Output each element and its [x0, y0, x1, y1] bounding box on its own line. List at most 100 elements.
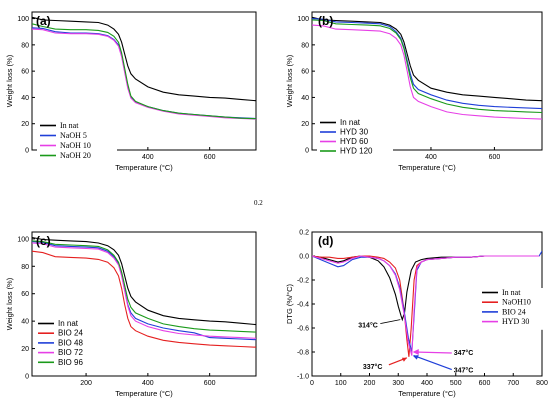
x-tick-label: 700 [507, 380, 519, 387]
legend-label: NaOH 20 [60, 151, 91, 160]
legend-label: In nat [340, 118, 361, 127]
y-axis-title: Weight loss (%) [5, 277, 14, 330]
x-tick-label: 100 [335, 380, 347, 387]
x-tick-label: 600 [489, 154, 501, 161]
annotations: 314°C 337°C 347°C 347°C [358, 319, 474, 375]
y-axis-title: DTG (%/°C) [285, 283, 294, 324]
x-tick-label: 400 [142, 154, 154, 161]
x-axis-title: Temperature (°C) [115, 389, 173, 398]
y-tick-label: 80 [301, 42, 309, 49]
series-line-2 [312, 18, 542, 110]
panel-label: (a) [36, 14, 51, 28]
y-tick-label: 100 [17, 16, 29, 23]
annotation-label: 314°C [358, 322, 378, 330]
panel-label: (c) [36, 234, 51, 248]
arrow-head [412, 355, 419, 360]
panel-label: (b) [318, 14, 333, 28]
series-line-4 [32, 242, 256, 339]
y-tick-label: 100 [17, 236, 29, 243]
y-tick-label: 40 [21, 319, 29, 326]
x-tick-label: 0 [310, 380, 314, 387]
y-tick-label: 40 [301, 95, 309, 102]
x-tick-label: 400 [142, 380, 154, 387]
legend-label: BIO 72 [58, 348, 83, 357]
x-tick-label: 300 [392, 380, 404, 387]
y-tick-label: -0.4 [297, 302, 309, 309]
chart-panel-4: 0 100 200 300 400 500 600 700 800 0.2 0.0 -0.2 -0.4 -… [285, 230, 550, 398]
series-group [312, 250, 542, 357]
annotation-arrow [380, 319, 401, 324]
x-tick-label: 200 [80, 380, 92, 387]
y-tick-label: 60 [301, 69, 309, 76]
x-tick-label: 600 [479, 380, 491, 387]
y-tick-label: 20 [301, 121, 309, 128]
y-tick-label: 0 [25, 374, 29, 381]
y-axis-title: Weight loss (%) [285, 54, 294, 107]
legend-label: NaOH10 [502, 298, 531, 307]
legend-label: BIO 24 [58, 329, 83, 338]
annotation-label: 337°C [363, 363, 383, 371]
y-tick-label: -1.0 [297, 374, 309, 381]
plot-frame [31, 11, 257, 151]
arrow-head [412, 349, 419, 355]
y-tick-label: 0 [305, 148, 309, 155]
y-tick-label: 0 [25, 148, 29, 155]
legend-label: BIO 24 [502, 307, 526, 316]
x-tick-label: 200 [364, 380, 376, 387]
x-tick-label: 500 [450, 380, 462, 387]
annotation-arrow [413, 351, 452, 354]
legend-label: HYD 60 [340, 137, 369, 146]
panel-label: (d) [318, 234, 333, 248]
plot-frame [31, 231, 257, 377]
y-tick-label: 0.0 [299, 254, 309, 261]
legend-label: In nat [58, 319, 79, 328]
series-group [312, 16, 542, 120]
y-tick-label: 0.2 [299, 230, 309, 237]
x-axis-title: Temperature (°C) [398, 163, 456, 172]
y-tick-label: 60 [21, 69, 29, 76]
series-line-4 [312, 19, 542, 114]
x-tick-label: 400 [421, 380, 433, 387]
x-tick-label: 600 [204, 154, 216, 161]
series-line-4 [32, 23, 256, 120]
arrow-head [401, 357, 407, 362]
y-tick-label: 80 [21, 264, 29, 271]
annotation-arrow [413, 355, 452, 371]
x-tick-label: 400 [425, 154, 437, 161]
y-axis-title: Weight loss (%) [5, 54, 14, 107]
y-tick-label: 80 [21, 42, 29, 49]
y-tick-label: 60 [21, 291, 29, 298]
legend-label: BIO 96 [58, 358, 83, 367]
y-tick-label: 20 [21, 346, 29, 353]
series-line-3 [32, 28, 256, 120]
y-tick-label: 100 [297, 16, 309, 23]
series-line-4 [312, 255, 540, 356]
stray-label: 0.2 [254, 199, 263, 207]
legend-label: HYD 30 [340, 128, 369, 137]
series-line-1 [32, 16, 256, 102]
legend-label: NaOH 10 [60, 141, 91, 150]
x-tick-label: 600 [204, 380, 216, 387]
chart-panel-3: 200 400 600 0 20 40 60 80 100 Temperature (°C) Wei… [5, 231, 257, 398]
series-line-1 [32, 236, 256, 326]
series-group [32, 236, 256, 348]
y-tick-label: 40 [21, 95, 29, 102]
y-tick-label: 20 [21, 121, 29, 128]
legend-label: In nat [60, 121, 79, 130]
x-axis-title: Temperature (°C) [398, 389, 456, 398]
x-axis-title: Temperature (°C) [115, 163, 173, 172]
series-line-5 [32, 240, 256, 333]
series-line-2 [32, 250, 256, 348]
y-tick-label: -0.6 [297, 326, 309, 333]
legend-label: HYD 120 [340, 147, 373, 156]
annotation-label: 347°C [454, 349, 474, 357]
annotation-label: 347°C [454, 367, 474, 375]
y-tick-label: -0.2 [297, 278, 309, 285]
plot-frame [311, 11, 543, 151]
